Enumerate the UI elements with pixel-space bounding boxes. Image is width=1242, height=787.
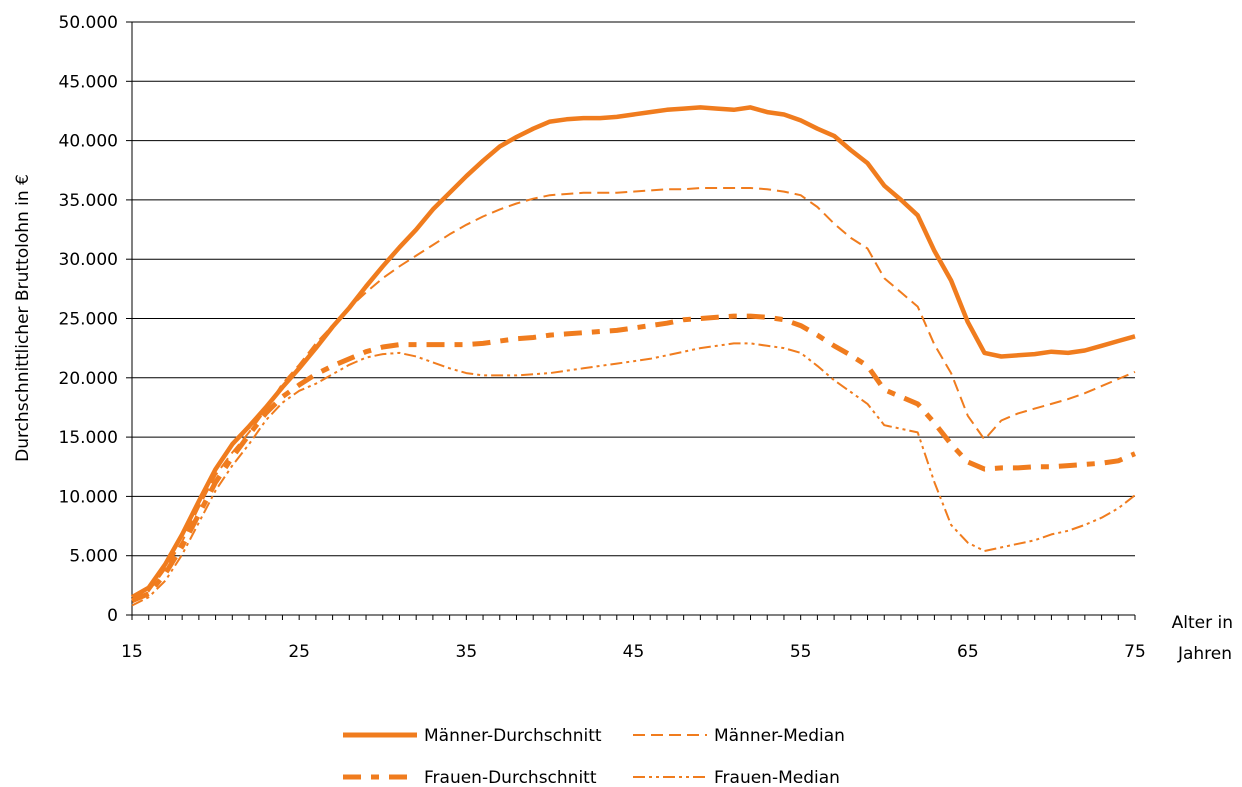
x-tick-label: 55 bbox=[790, 642, 812, 662]
gridlines bbox=[132, 21, 1135, 557]
legend-label-maenner-median: Männer-Median bbox=[714, 726, 845, 746]
y-tick-label: 5.000 bbox=[69, 547, 118, 567]
y-tick-label: 50.000 bbox=[59, 13, 118, 33]
y-axis-title: Durchschnittlicher Bruttolohn in € bbox=[13, 174, 33, 462]
legend-label-frauen-durchschnitt: Frauen-Durchschnitt bbox=[424, 768, 597, 787]
x-axis-title-line-1: Alter in bbox=[1172, 613, 1233, 633]
y-tick-label: 0 bbox=[107, 606, 118, 626]
series-lines bbox=[130, 105, 1136, 607]
x-axis-title-line-2: Jahren bbox=[1177, 644, 1232, 664]
y-tick-label: 45.000 bbox=[59, 72, 118, 92]
series-line-3 bbox=[131, 313, 1136, 604]
y-tick-label: 25.000 bbox=[59, 310, 118, 330]
x-tick-label: 15 bbox=[121, 642, 143, 662]
x-tick-label: 35 bbox=[456, 642, 478, 662]
x-axis-title: Alter in Jahren bbox=[1172, 613, 1239, 664]
x-tick-label: 25 bbox=[288, 642, 310, 662]
x-tick-label: 75 bbox=[1124, 642, 1146, 662]
y-tick-label: 10.000 bbox=[59, 487, 118, 507]
series-line-2 bbox=[131, 187, 1136, 601]
y-tick-label: 20.000 bbox=[59, 369, 118, 389]
y-tick-label: 35.000 bbox=[59, 191, 118, 211]
legend: Männer-Durchschnitt Männer-Median Frauen… bbox=[343, 726, 845, 787]
y-axis: 0 5.000 10.000 15.000 20.000 25.000 30.000 35.0… bbox=[59, 13, 133, 626]
y-tick-label: 15.000 bbox=[59, 428, 118, 448]
series-line-4 bbox=[131, 342, 1136, 607]
y-tick-label: 30.000 bbox=[59, 250, 118, 270]
y-tick-label: 40.000 bbox=[59, 132, 118, 152]
series-line-1 bbox=[130, 105, 1136, 600]
x-axis: 15 25 35 45 55 65 75 bbox=[121, 614, 1146, 662]
x-tick-label: 45 bbox=[623, 642, 645, 662]
legend-label-frauen-median: Frauen-Median bbox=[714, 768, 840, 787]
x-tick-label: 65 bbox=[957, 642, 979, 662]
legend-label-maenner-durchschnitt: Männer-Durchschnitt bbox=[424, 726, 602, 746]
